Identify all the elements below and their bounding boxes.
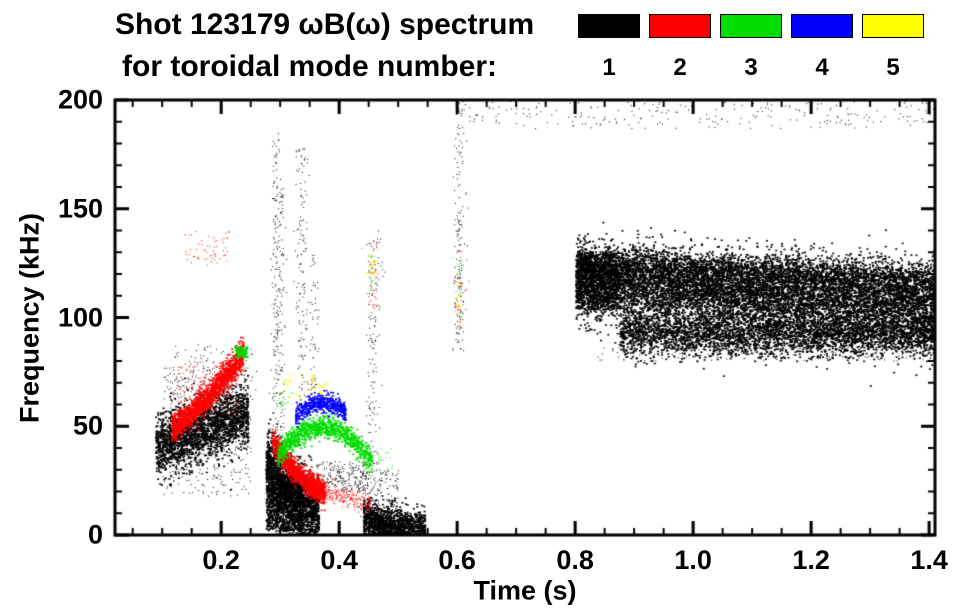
legend-swatch-n1 [578,14,640,38]
x-tick-label: 1.2 [792,545,830,575]
legend-labels: 1 2 3 4 5 [578,54,924,82]
legend-swatch-n4 [791,14,853,38]
plot-title-line2: for toroidal mode number: [122,50,497,83]
x-axis-label: Time (s) [473,575,577,606]
plot-title-line1: Shot 123179 ωB(ω) spectrum [115,8,535,41]
legend-swatch-n2 [649,14,711,38]
legend-swatch-n5 [862,14,924,38]
y-tick-label: 50 [72,410,103,441]
y-tick-label: 0 [87,519,103,550]
y-tick-label: 100 [57,302,103,332]
x-tick-label: 0.6 [438,545,476,575]
legend-swatches [578,14,924,38]
y-axis-label: Frequency (kHz) [14,212,45,424]
x-tick-label: 0.8 [556,545,594,575]
x-tick-label: 0.4 [320,545,358,575]
y-tick-label: 150 [57,193,103,224]
legend-number-n1: 1 [602,54,616,81]
legend-number-n3: 3 [744,54,758,81]
legend-swatch-n3 [720,14,782,38]
y-tick-label: 200 [57,84,103,115]
x-tick-label: 1.0 [674,545,712,575]
legend-number-n5: 5 [886,54,900,81]
x-tick-label: 0.2 [202,545,240,575]
x-tick-label: 1.4 [910,545,948,575]
legend-number-n4: 4 [815,54,829,81]
legend-number-n2: 2 [673,54,687,81]
